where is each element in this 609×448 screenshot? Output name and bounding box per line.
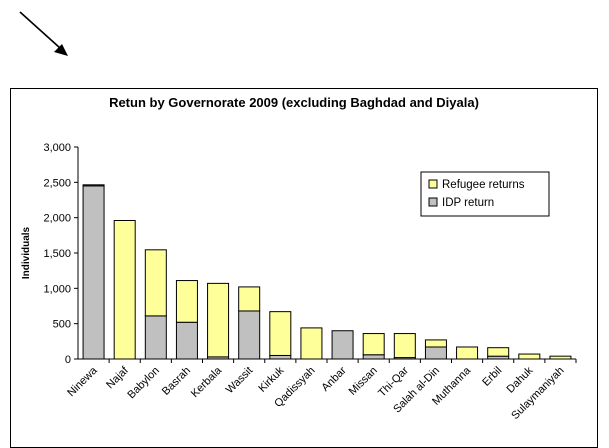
bar-refugee-returns [456,346,479,360]
bar-idp-return [82,185,105,360]
bar-refugee-returns [393,333,416,359]
bar-refugee-returns [207,282,230,358]
bar-refugee-returns [269,311,292,356]
bar-refugee-returns [238,286,261,312]
y-tick-label: 0 [65,354,71,366]
x-tick-label: Missan [347,365,380,398]
bar-idp-return [144,315,167,360]
chart-legend: Refugee returns IDP return [420,171,550,217]
x-tick-label: Ninewa [65,364,100,399]
bar-refugee-returns [300,327,323,360]
chart-title: Retun by Governorate 2009 (excluding Bag… [109,95,479,110]
bar-idp-return [175,321,198,360]
y-axis-label: Individuals [21,226,32,279]
y-tick-label: 1,500 [43,248,71,260]
chart-container: Retun by Governorate 2009 (excluding Bag… [10,88,598,448]
bar-refugee-returns [82,184,105,187]
y-tick-label: 2,500 [43,177,71,189]
bar-idp-return [362,354,385,360]
x-tick-label: Kerbala [189,364,225,400]
bar-idp-return [331,330,354,360]
y-tick-label: 500 [53,319,71,331]
bar-refugee-returns [362,333,385,356]
bar-refugee-returns [487,347,510,357]
bar-idp-return [269,354,292,360]
y-tick-label: 1,000 [43,283,71,295]
legend-label: IDP return [442,197,494,209]
bar-refugee-returns [144,249,167,317]
bar-idp-return [424,346,447,360]
y-tick-label: 2,000 [43,213,71,225]
bar-refugee-returns [175,280,198,323]
bar-refugee-returns [424,339,447,348]
x-tick-label: Babylon [125,365,162,402]
legend-swatch [428,179,438,189]
legend-label: Refugee returns [442,179,525,191]
bar-refugee-returns [518,353,541,360]
stacked-bar-chart: Retun by Governorate 2009 (excluding Bag… [21,95,577,422]
y-tick-label: 3,000 [43,142,71,154]
legend-box [420,171,550,217]
x-tick-label: Wassit [224,365,256,397]
x-tick-label: Anbar [319,364,348,393]
x-tick-label: Erbil [480,365,504,389]
x-tick-label: Basrah [160,365,193,398]
legend-swatch [428,197,438,207]
bar-refugee-returns [549,355,572,360]
bar-idp-return [238,310,261,360]
bar-refugee-returns [113,219,136,360]
x-tick-label: Najaf [104,364,131,391]
arrow-down-right-icon [19,11,68,56]
